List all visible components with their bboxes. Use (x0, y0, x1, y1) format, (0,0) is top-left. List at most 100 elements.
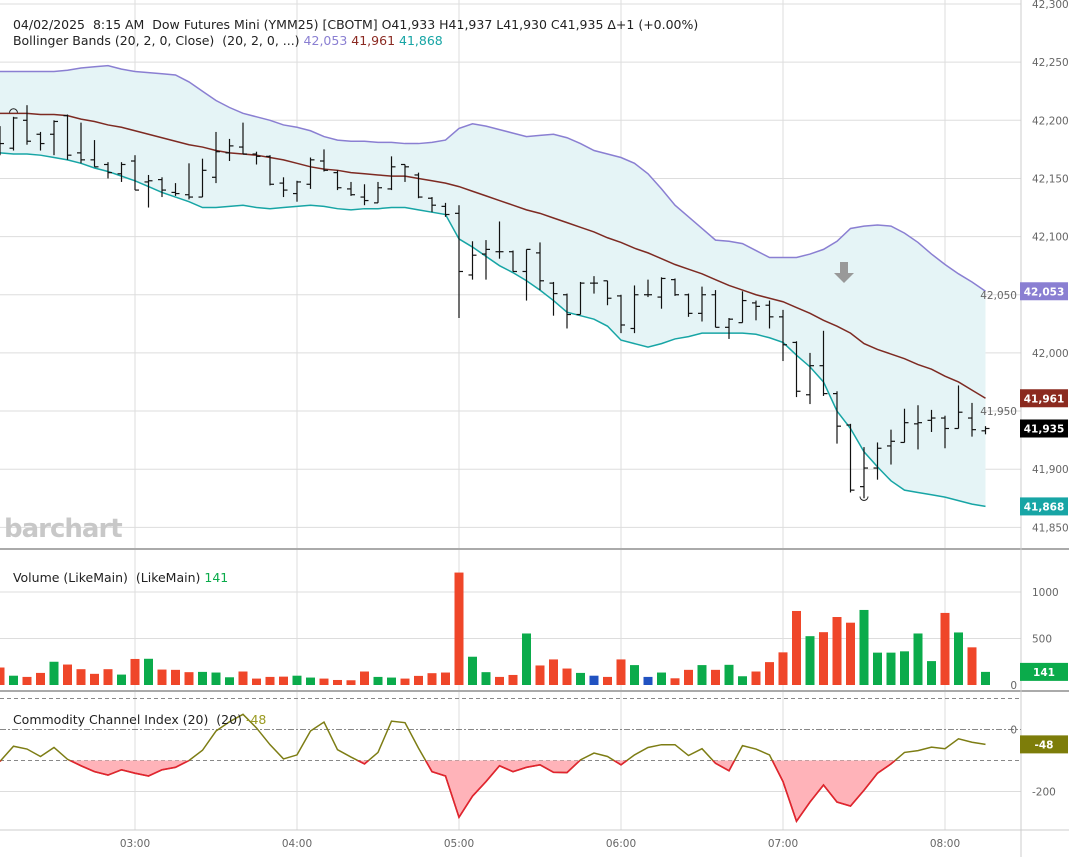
ohlc-bar (779, 309, 787, 362)
volume-bar (886, 652, 896, 685)
bollinger-bands (0, 64, 986, 508)
ohlc-bar (414, 172, 423, 199)
ohlc-bar (698, 286, 706, 322)
cci-label: Commodity Channel Index (20) (20) (12, 712, 242, 727)
cci-badge-text: -48 (1035, 739, 1054, 751)
volume-bar (252, 678, 261, 685)
volume-bar (657, 672, 666, 685)
price-axis-label: 42,200 (1032, 115, 1069, 127)
time-axis-label: 08:00 (930, 838, 960, 850)
ohlc-bar (225, 138, 234, 162)
volume-bar (9, 675, 18, 685)
ohlc-bar (441, 202, 450, 217)
ohlc-bar (603, 280, 612, 306)
volume-bar (306, 677, 315, 685)
ohlc-bar (482, 240, 490, 280)
volume-bar (549, 659, 558, 685)
volume-bar (846, 622, 855, 685)
volume-bar (225, 677, 234, 685)
ohlc-bar (63, 114, 72, 160)
middle-band-badge: 41,961 (1020, 389, 1068, 408)
ohlc-bar (90, 140, 99, 168)
header-datetime: 04/02/2025 8:15 AM (12, 17, 145, 32)
ohlc-bar (239, 122, 247, 155)
ohlc-bar (981, 426, 990, 435)
price-axis-label: 41,950 (980, 406, 1017, 418)
ohlc-bar (630, 285, 639, 334)
volume-bar (319, 678, 329, 685)
volume-bar (724, 664, 734, 685)
volume-bar (90, 673, 99, 685)
cci-oversold-line (0, 760, 897, 824)
ohlc-bar (806, 352, 814, 405)
volume-bar (400, 678, 410, 685)
header-legend: 04/02/2025 8:15 AM Dow Futures Mini (YMM… (5, 2, 698, 32)
middle-band-badge-bg (1020, 389, 1068, 408)
ohlc-bar (428, 197, 436, 213)
ohlc-bar (360, 184, 369, 206)
price-axis-label: 42,150 (1032, 173, 1069, 185)
volume-badge-bg (1020, 662, 1068, 681)
ohlc-bar (198, 158, 207, 198)
cci-oversold-fill (0, 760, 986, 822)
volume-bar (238, 671, 248, 685)
high-marker-arc (9, 108, 18, 113)
upper-band-badge-bg (1020, 282, 1068, 301)
volume-bar (441, 672, 450, 685)
ohlc-bar (941, 415, 949, 449)
bollinger-legend[interactable]: Bollinger Bands (20, 2, 0, Close) (20, 2… (5, 18, 443, 48)
ohlc-bar (738, 291, 747, 324)
volume-bar (103, 669, 113, 685)
upper-band-badge-text: 42,053 (1024, 286, 1065, 298)
volume-legend[interactable]: Volume (LikeMain) (LikeMain) 141 (5, 555, 228, 585)
ohlc-bar (468, 241, 477, 280)
volume-bar (778, 652, 788, 685)
ohlc-bar (765, 300, 774, 329)
ohlc-bar (387, 156, 396, 191)
volume-value: 141 (204, 570, 229, 585)
ohlc-bar (711, 290, 720, 328)
last-price-badge-bg (1020, 419, 1068, 438)
ohlc-bar (954, 385, 963, 430)
ohlc-bar (495, 221, 504, 259)
volume-bar (211, 672, 221, 685)
time-axis-label: 05:00 (444, 838, 474, 850)
ohlc-bar (171, 183, 180, 196)
time-axis-label: 03:00 (120, 838, 150, 850)
volume-bar (333, 679, 342, 685)
volume-bar (900, 651, 909, 685)
ohlc-bar (293, 180, 301, 202)
volume-bar (765, 662, 774, 685)
volume-bar (76, 669, 86, 685)
ohlc-bar (644, 279, 652, 298)
volume-bar (832, 617, 842, 685)
volume-bar (36, 672, 45, 685)
volume-bar (576, 672, 585, 685)
volume-bar (711, 669, 720, 685)
ohlc-bar (536, 242, 544, 291)
volume-bar (414, 675, 423, 685)
cci-badge-bg (1020, 735, 1068, 754)
bollinger-upper-value: 42,053 (303, 33, 348, 48)
volume-bar (670, 678, 680, 685)
cci-legend[interactable]: Commodity Channel Index (20) (20) -48 (5, 697, 266, 727)
volume-axis-label: 0 (1010, 680, 1017, 692)
upper-band-badge: 42,053 (1020, 282, 1068, 301)
ohlc-bar (212, 131, 220, 184)
volume-bar (22, 676, 32, 685)
price-bars (0, 105, 990, 499)
ohlc-bar (36, 131, 45, 151)
ohlc-bar (590, 276, 598, 294)
volume-bar (819, 632, 828, 685)
last-price-badge: 41,935 (1020, 419, 1068, 438)
volume-bar (0, 667, 5, 685)
barchart-watermark-logo: barchart (4, 514, 123, 544)
axes: 42,30042,25042,20042,15042,10042,05042,0… (120, 0, 1069, 850)
volume-bar (981, 671, 990, 685)
ohlc-bar (549, 281, 558, 316)
ohlc-bar (657, 277, 666, 309)
volume-axis-label: 1000 (1032, 587, 1059, 599)
ohlc-bar (576, 281, 585, 316)
volume-badge-text: 141 (1033, 667, 1055, 679)
